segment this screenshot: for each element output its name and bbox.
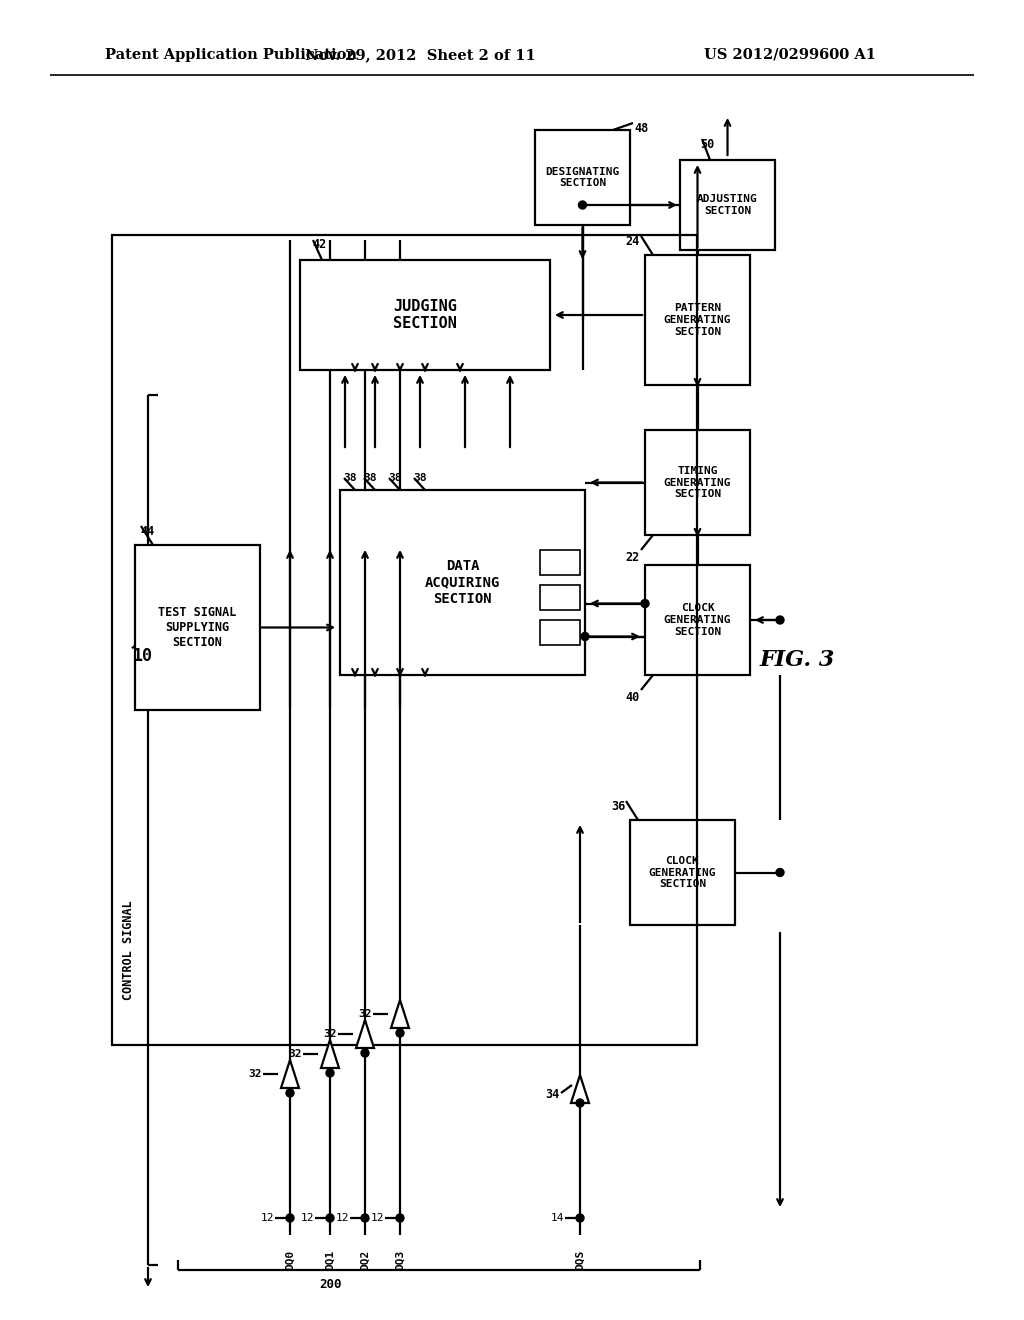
Text: DQ2: DQ2 (360, 1250, 370, 1270)
Text: TIMING
GENERATING
SECTION: TIMING GENERATING SECTION (664, 466, 731, 499)
Text: CLOCK
GENERATING
SECTION: CLOCK GENERATING SECTION (649, 855, 716, 890)
Bar (540, 620, 580, 645)
Text: PATTERN
GENERATING
SECTION: PATTERN GENERATING SECTION (664, 304, 731, 337)
Circle shape (396, 1214, 404, 1222)
Bar (645, 430, 750, 535)
Polygon shape (391, 1001, 409, 1028)
Text: 24: 24 (626, 235, 640, 248)
Circle shape (776, 869, 784, 876)
Text: DATA
ACQUIRING
SECTION: DATA ACQUIRING SECTION (425, 560, 500, 606)
Bar (540, 585, 580, 610)
Text: 38: 38 (362, 473, 377, 483)
Circle shape (286, 1089, 294, 1097)
Bar (680, 160, 775, 249)
Circle shape (361, 1049, 369, 1057)
Circle shape (286, 1214, 294, 1222)
Text: 48: 48 (634, 121, 648, 135)
Text: 34: 34 (546, 1089, 560, 1101)
Text: DQ0: DQ0 (285, 1250, 295, 1270)
Text: FIG. 3: FIG. 3 (760, 649, 836, 671)
Text: CLOCK
GENERATING
SECTION: CLOCK GENERATING SECTION (664, 603, 731, 636)
Bar (630, 820, 735, 925)
Polygon shape (321, 1040, 339, 1068)
Bar (135, 545, 260, 710)
Text: DQ1: DQ1 (325, 1250, 335, 1270)
Circle shape (361, 1214, 369, 1222)
Polygon shape (571, 1074, 589, 1104)
Text: 38: 38 (388, 473, 401, 483)
Text: 12: 12 (336, 1213, 349, 1224)
Text: 10: 10 (132, 647, 152, 665)
Text: 32: 32 (358, 1008, 372, 1019)
Text: DESIGNATING
SECTION: DESIGNATING SECTION (546, 166, 620, 189)
Text: 12: 12 (300, 1213, 314, 1224)
Bar (645, 565, 750, 675)
Text: 32: 32 (289, 1049, 302, 1059)
Circle shape (579, 201, 587, 209)
Polygon shape (281, 1060, 299, 1088)
Text: 32: 32 (324, 1030, 337, 1039)
Text: 22: 22 (626, 550, 640, 564)
Circle shape (641, 599, 649, 607)
Text: DQS: DQS (575, 1250, 585, 1270)
Text: Patent Application Publication: Patent Application Publication (105, 48, 357, 62)
Polygon shape (356, 1020, 374, 1048)
Bar (340, 490, 585, 675)
Bar (112, 235, 697, 1045)
Text: 40: 40 (626, 690, 640, 704)
Text: JUDGING
SECTION: JUDGING SECTION (393, 298, 457, 331)
Circle shape (575, 1214, 584, 1222)
Text: 50: 50 (700, 139, 715, 150)
Text: ADJUSTING
SECTION: ADJUSTING SECTION (697, 194, 758, 215)
Text: 38: 38 (413, 473, 427, 483)
Text: DQ3: DQ3 (395, 1250, 406, 1270)
Text: 36: 36 (610, 800, 625, 813)
Text: 12: 12 (371, 1213, 384, 1224)
Text: 12: 12 (260, 1213, 274, 1224)
Circle shape (326, 1069, 334, 1077)
Bar (300, 260, 550, 370)
Circle shape (396, 1030, 404, 1038)
Bar (645, 255, 750, 385)
Text: 32: 32 (249, 1069, 262, 1078)
Text: 42: 42 (312, 238, 327, 251)
Text: 14: 14 (551, 1213, 564, 1224)
Text: 44: 44 (140, 525, 155, 539)
Circle shape (776, 616, 784, 624)
Circle shape (326, 1214, 334, 1222)
Circle shape (575, 1100, 584, 1107)
Bar (535, 129, 630, 224)
Text: 38: 38 (343, 473, 356, 483)
Text: CONTROL SIGNAL: CONTROL SIGNAL (122, 900, 134, 999)
Text: Nov. 29, 2012  Sheet 2 of 11: Nov. 29, 2012 Sheet 2 of 11 (304, 48, 536, 62)
Text: TEST SIGNAL
SUPPLYING
SECTION: TEST SIGNAL SUPPLYING SECTION (159, 606, 237, 649)
Circle shape (581, 632, 589, 640)
Text: 200: 200 (318, 1279, 341, 1291)
Text: US 2012/0299600 A1: US 2012/0299600 A1 (705, 48, 876, 62)
Bar (540, 550, 580, 576)
